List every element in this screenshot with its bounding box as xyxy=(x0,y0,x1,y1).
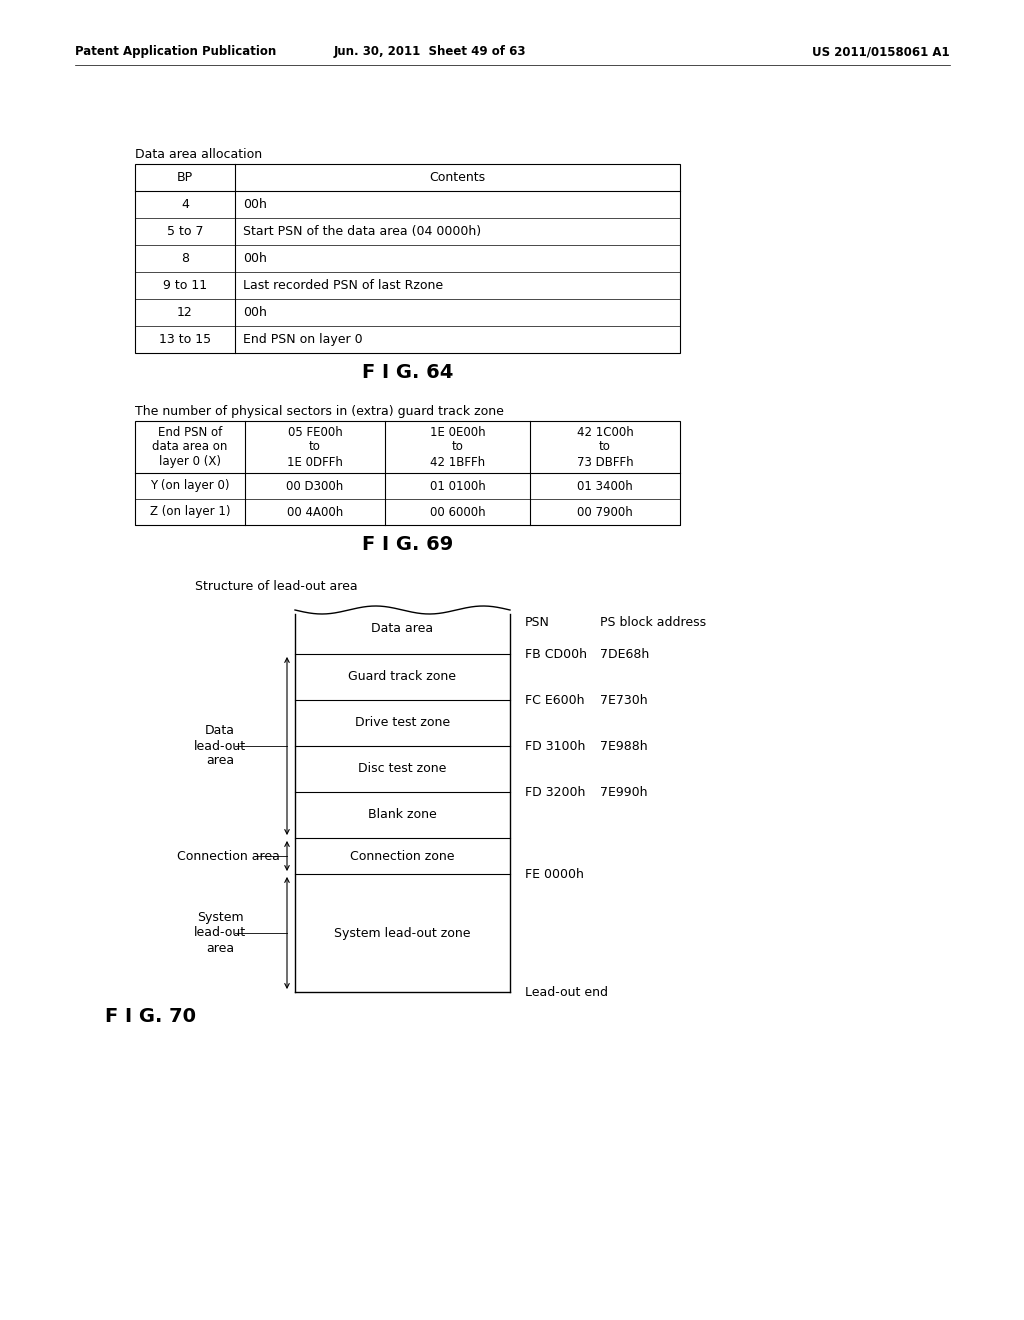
Text: 01 0100h: 01 0100h xyxy=(430,479,485,492)
Text: Contents: Contents xyxy=(429,172,485,183)
Text: Blank zone: Blank zone xyxy=(368,808,437,821)
Text: Guard track zone: Guard track zone xyxy=(348,671,457,684)
Text: F I G. 70: F I G. 70 xyxy=(105,1007,196,1026)
Text: 7DE68h: 7DE68h xyxy=(600,648,649,660)
Text: F I G. 64: F I G. 64 xyxy=(361,363,454,381)
Text: Lead-out end: Lead-out end xyxy=(525,986,608,998)
Bar xyxy=(135,164,680,352)
Text: 7E990h: 7E990h xyxy=(600,785,647,799)
Text: 42 1C00h
to
73 DBFFh: 42 1C00h to 73 DBFFh xyxy=(577,425,634,469)
Text: 00h: 00h xyxy=(243,198,267,211)
Text: 5 to 7: 5 to 7 xyxy=(167,224,203,238)
Text: FE 0000h: FE 0000h xyxy=(525,867,584,880)
Text: Data
lead-out
area: Data lead-out area xyxy=(194,725,246,767)
Text: BP: BP xyxy=(177,172,194,183)
Text: Data area: Data area xyxy=(372,622,433,635)
Text: Data area allocation: Data area allocation xyxy=(135,148,262,161)
Text: Disc test zone: Disc test zone xyxy=(358,763,446,776)
Text: FD 3200h: FD 3200h xyxy=(525,785,586,799)
Text: Jun. 30, 2011  Sheet 49 of 63: Jun. 30, 2011 Sheet 49 of 63 xyxy=(334,45,526,58)
Text: The number of physical sectors in (extra) guard track zone: The number of physical sectors in (extra… xyxy=(135,405,504,418)
Text: 12: 12 xyxy=(177,306,193,319)
Text: F I G. 69: F I G. 69 xyxy=(361,535,454,554)
Bar xyxy=(135,421,680,525)
Text: 00h: 00h xyxy=(243,252,267,265)
Text: Patent Application Publication: Patent Application Publication xyxy=(75,45,276,58)
Text: Z (on layer 1): Z (on layer 1) xyxy=(150,506,230,519)
Text: 7E730h: 7E730h xyxy=(600,693,647,706)
Text: 05 FE00h
to
1E 0DFFh: 05 FE00h to 1E 0DFFh xyxy=(287,425,343,469)
Text: 7E988h: 7E988h xyxy=(600,739,647,752)
Text: PSN: PSN xyxy=(525,615,550,628)
Text: 1E 0E00h
to
42 1BFFh: 1E 0E00h to 42 1BFFh xyxy=(430,425,485,469)
Text: 9 to 11: 9 to 11 xyxy=(163,279,207,292)
Text: End PSN on layer 0: End PSN on layer 0 xyxy=(243,333,362,346)
Text: FB CD00h: FB CD00h xyxy=(525,648,587,660)
Text: Last recorded PSN of last Rzone: Last recorded PSN of last Rzone xyxy=(243,279,443,292)
Text: System lead-out zone: System lead-out zone xyxy=(334,927,471,940)
Text: 13 to 15: 13 to 15 xyxy=(159,333,211,346)
Text: US 2011/0158061 A1: US 2011/0158061 A1 xyxy=(812,45,950,58)
Text: 00 D300h: 00 D300h xyxy=(287,479,344,492)
Text: Y (on layer 0): Y (on layer 0) xyxy=(151,479,229,492)
Text: FD 3100h: FD 3100h xyxy=(525,739,586,752)
Text: Connection zone: Connection zone xyxy=(350,850,455,862)
Text: Drive test zone: Drive test zone xyxy=(355,717,451,730)
Text: PS block address: PS block address xyxy=(600,615,707,628)
Text: 8: 8 xyxy=(181,252,189,265)
Text: Connection area: Connection area xyxy=(176,850,280,862)
Text: End PSN of
data area on
layer 0 (X): End PSN of data area on layer 0 (X) xyxy=(153,425,227,469)
Text: Start PSN of the data area (04 0000h): Start PSN of the data area (04 0000h) xyxy=(243,224,481,238)
Text: FC E600h: FC E600h xyxy=(525,693,585,706)
Text: 4: 4 xyxy=(181,198,189,211)
Text: Structure of lead-out area: Structure of lead-out area xyxy=(195,579,357,593)
Text: 00 4A00h: 00 4A00h xyxy=(287,506,343,519)
Text: System
lead-out
area: System lead-out area xyxy=(194,912,246,954)
Text: 00 6000h: 00 6000h xyxy=(430,506,485,519)
Text: 01 3400h: 01 3400h xyxy=(578,479,633,492)
Text: 00h: 00h xyxy=(243,306,267,319)
Text: 00 7900h: 00 7900h xyxy=(578,506,633,519)
